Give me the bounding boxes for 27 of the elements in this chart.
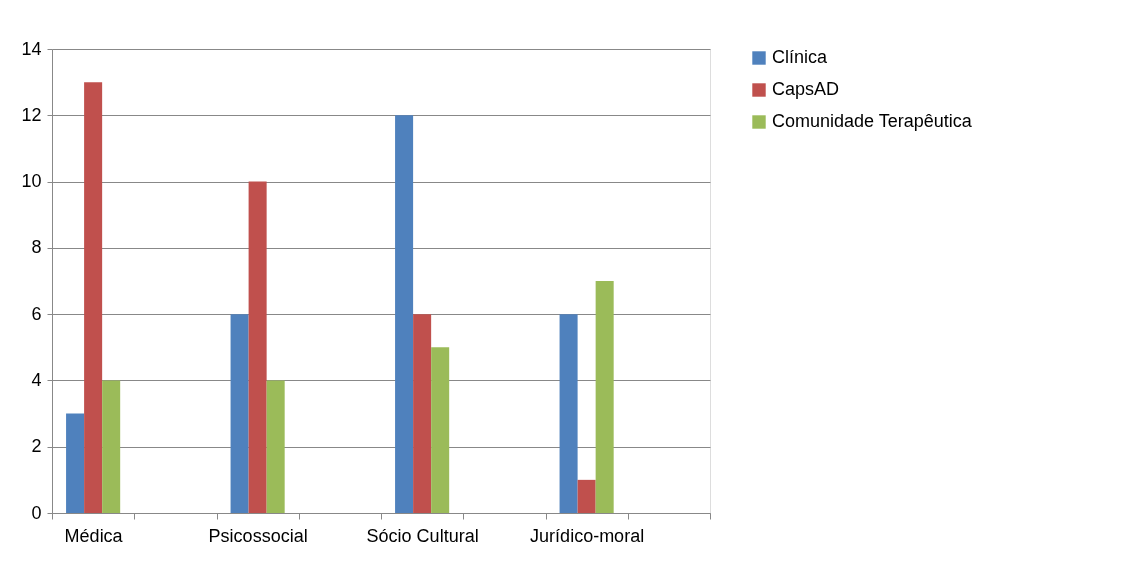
legend-label: Clínica bbox=[772, 47, 829, 67]
bar bbox=[413, 314, 432, 513]
legend-label: Comunidade Terapêutica bbox=[772, 111, 973, 131]
bar bbox=[395, 115, 414, 513]
bar bbox=[230, 314, 249, 513]
y-tick-label: 14 bbox=[21, 38, 42, 59]
y-tick-label: 4 bbox=[31, 369, 42, 390]
x-tick-label: Psicossocial bbox=[208, 525, 308, 546]
y-tick-label: 0 bbox=[31, 502, 42, 523]
y-tick-label: 2 bbox=[31, 436, 42, 457]
bar bbox=[431, 347, 450, 513]
y-tick-label: 12 bbox=[21, 104, 42, 125]
bar bbox=[559, 314, 578, 513]
bar bbox=[66, 413, 85, 513]
bar bbox=[102, 380, 121, 513]
bar bbox=[248, 181, 267, 513]
y-tick-label: 6 bbox=[31, 303, 42, 324]
y-tick-label: 10 bbox=[21, 171, 42, 192]
y-tick-label: 8 bbox=[31, 237, 42, 258]
x-tick-label: Jurídico-moral bbox=[530, 525, 645, 546]
bar bbox=[577, 479, 596, 513]
bar bbox=[84, 82, 103, 513]
bar bbox=[266, 380, 285, 513]
legend-label: CapsAD bbox=[772, 79, 840, 99]
x-tick-label: Médica bbox=[64, 525, 124, 546]
bar bbox=[595, 281, 614, 513]
x-tick-label: Sócio Cultural bbox=[366, 525, 479, 546]
